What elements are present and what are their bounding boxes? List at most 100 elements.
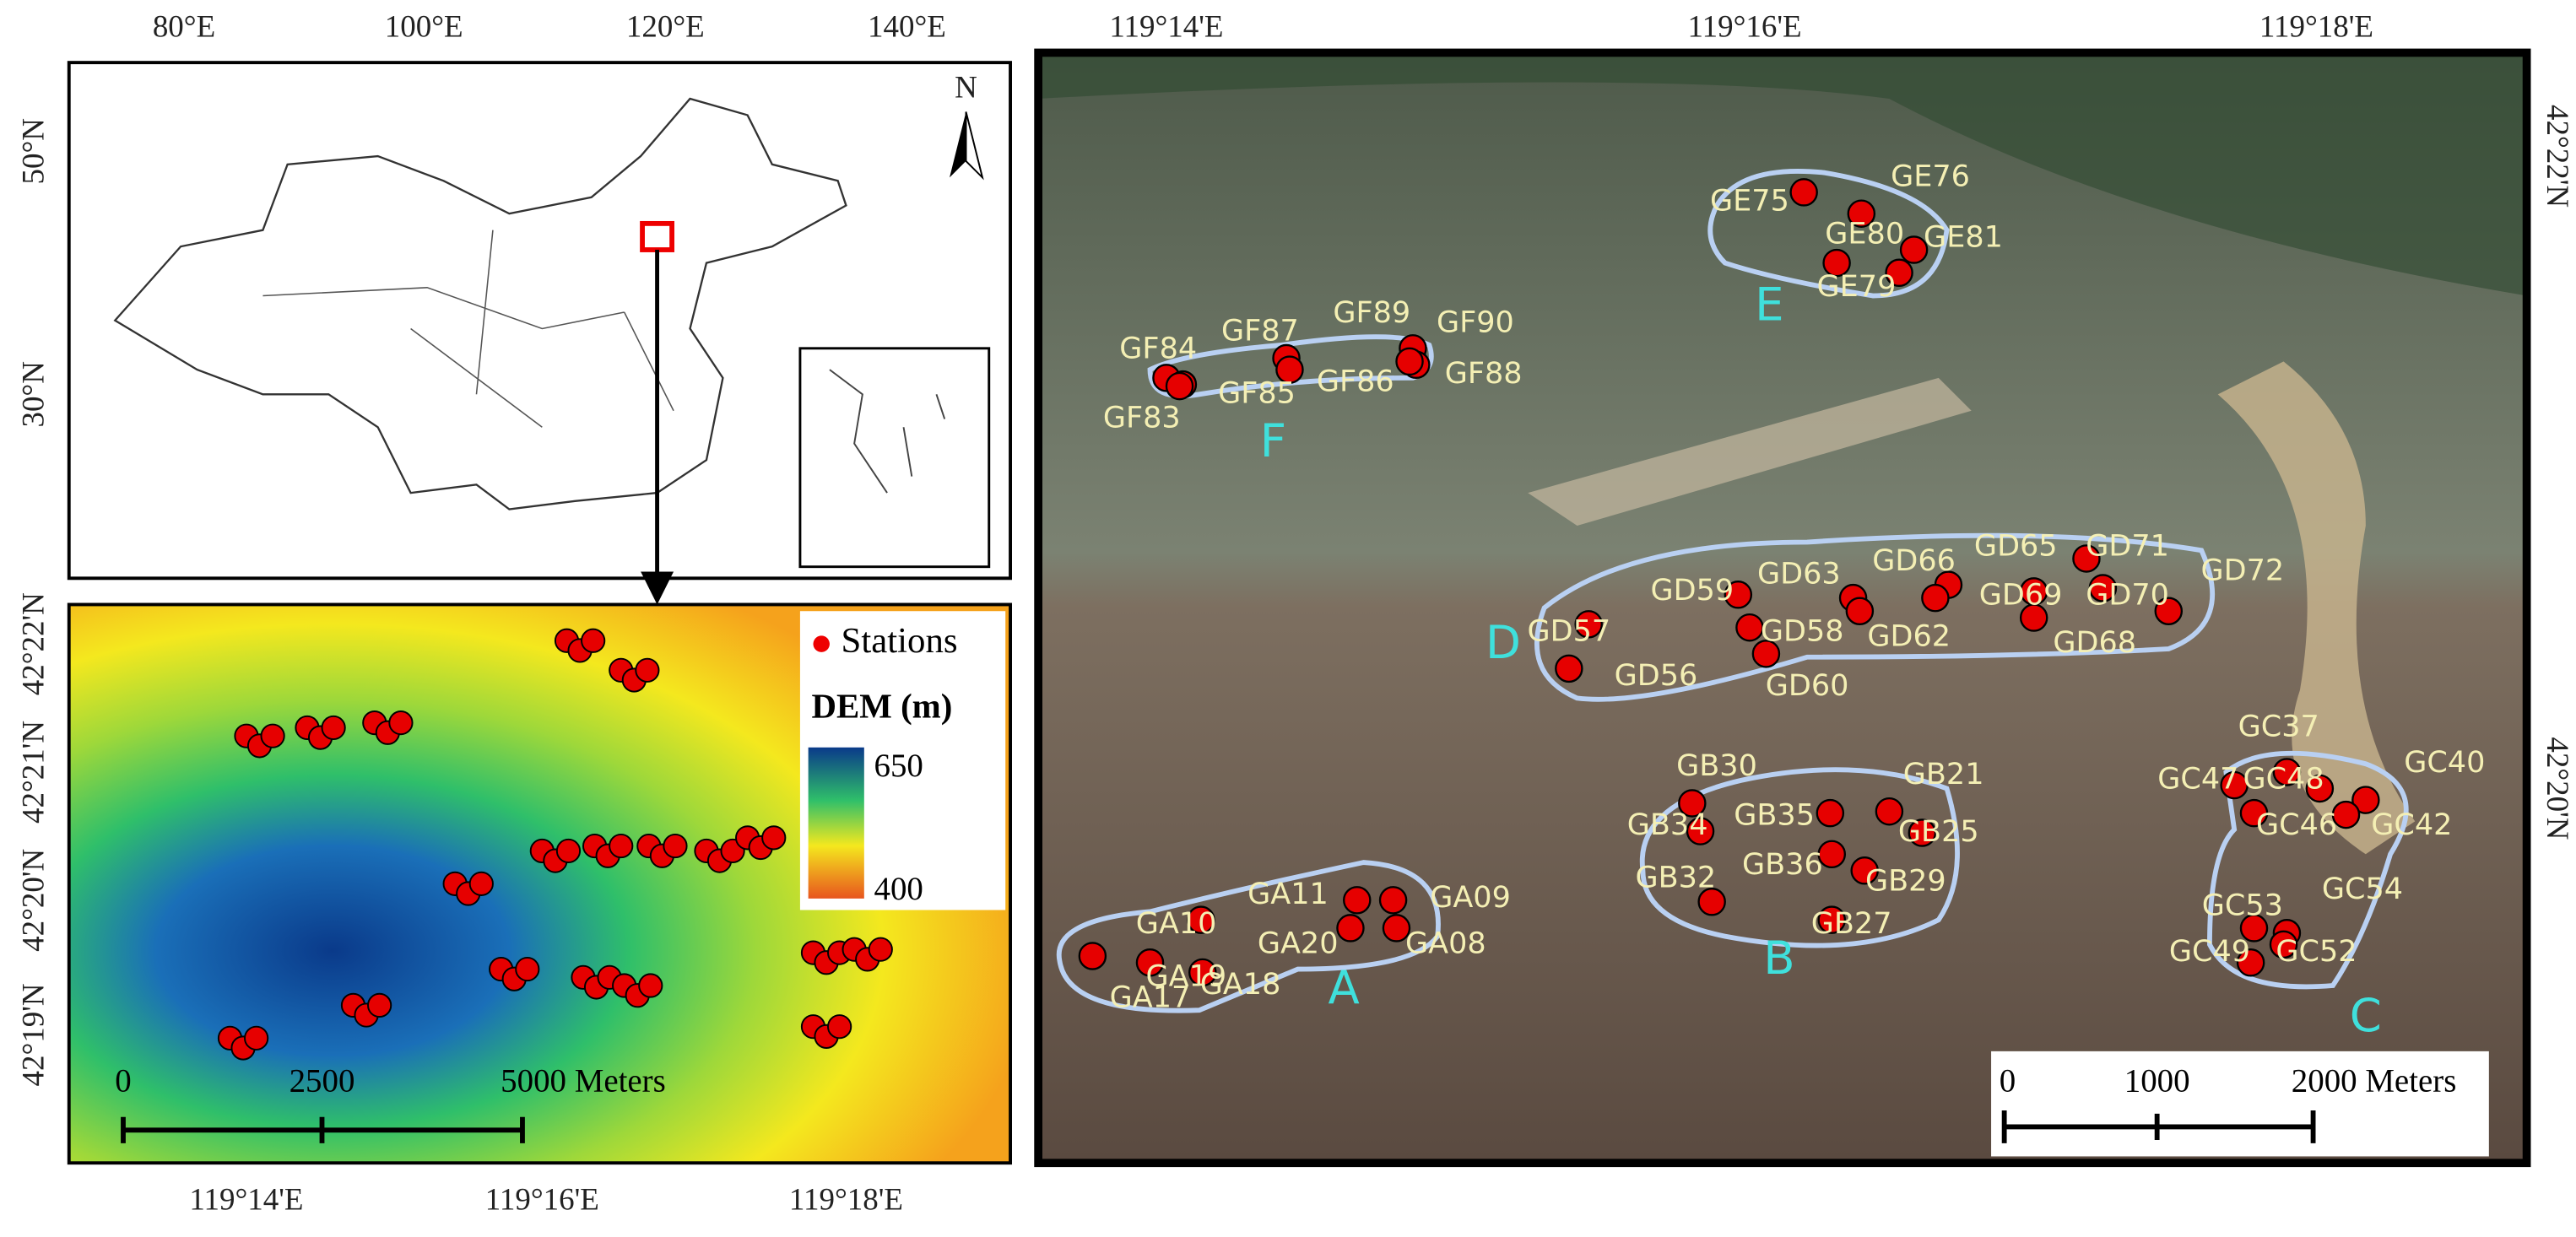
station-label: GD59 xyxy=(1650,573,1734,608)
station-label: GF87 xyxy=(1221,313,1299,348)
station-label: GC53 xyxy=(2202,889,2283,923)
lat-label: 42°20'N xyxy=(2541,737,2575,840)
lat-label: 42°21'N xyxy=(15,721,50,824)
lon-label: 80°E xyxy=(153,9,215,44)
scale-label: 5000 Meters xyxy=(501,1063,666,1099)
station-label: GC40 xyxy=(2404,745,2485,780)
station-label: GE81 xyxy=(1924,219,2003,254)
station-label: GA20 xyxy=(1258,926,1339,960)
station-dot xyxy=(1574,610,1603,639)
dump-slope xyxy=(1528,377,1972,527)
station-dot xyxy=(1885,258,1913,288)
station-label: GD60 xyxy=(1766,668,1849,703)
station-dot xyxy=(1751,640,1781,668)
station-dot xyxy=(1908,818,1937,847)
station-dot xyxy=(1187,905,1215,934)
station-dot xyxy=(1845,597,1875,625)
scale-label: 0 xyxy=(2000,1063,2016,1099)
station-dot xyxy=(1555,654,1583,683)
station-label: GD72 xyxy=(2201,554,2285,588)
station-dot xyxy=(2239,914,2269,943)
station-dot xyxy=(2239,798,2269,828)
station-label: GD62 xyxy=(1867,618,1951,653)
lon-label: 100°E xyxy=(385,9,463,44)
station-label: GE80 xyxy=(1825,217,1904,251)
dem-station-dot xyxy=(868,937,893,962)
satellite-frame xyxy=(1034,48,2531,1168)
dem-station-dot xyxy=(635,657,660,683)
lon-label: 119°16'E xyxy=(485,1181,599,1216)
zone-label: A xyxy=(1329,960,1360,1014)
station-label: GA08 xyxy=(1405,926,1486,960)
scale-box xyxy=(1991,1051,2489,1157)
station-label: GB30 xyxy=(1676,748,1757,783)
station-dot xyxy=(1735,613,1764,642)
station-dot xyxy=(2072,544,2101,573)
zone-label: D xyxy=(1486,615,1521,669)
station-label: GB25 xyxy=(1898,814,1979,849)
station-label: GF88 xyxy=(1445,356,1523,391)
legend-stations: Stations xyxy=(842,621,958,661)
scale-label: 2500 xyxy=(290,1063,355,1099)
dem-station-dot xyxy=(827,1014,852,1040)
station-label: GD65 xyxy=(1974,528,2058,563)
station-label: GE76 xyxy=(1891,159,1970,193)
china-outline xyxy=(113,97,847,510)
station-label: GF90 xyxy=(1437,305,1514,340)
province-lines xyxy=(262,230,674,428)
station-label: GD69 xyxy=(1979,578,2063,613)
station-label: GC48 xyxy=(2243,762,2324,797)
station-label: GE79 xyxy=(1817,269,1897,304)
station-label: GB27 xyxy=(1811,906,1892,941)
zone-outlines xyxy=(1056,169,2409,1013)
station-label: GB35 xyxy=(1734,798,1815,833)
station-label: GC42 xyxy=(2371,808,2452,842)
station-dot xyxy=(1697,888,1726,916)
legend-title: DEM (m) xyxy=(812,687,953,725)
farmland xyxy=(1038,52,2527,296)
station-dot xyxy=(1378,886,1408,915)
dem-station-dot xyxy=(260,723,285,748)
station-dot xyxy=(1822,248,1851,278)
station-label: GC49 xyxy=(2169,934,2250,969)
scale-bar xyxy=(2001,1110,2316,1143)
station-dot xyxy=(2088,574,2118,602)
colorbar xyxy=(808,747,864,899)
station-dot xyxy=(1817,840,1847,869)
stations: GA10 GA11 GA09 GA19 GA20 GA08 GA17 GA18 GB30 GB21… xyxy=(1078,159,2485,1015)
station-label: GF89 xyxy=(1333,295,1410,330)
dem-station-dot xyxy=(663,833,688,859)
station-dot xyxy=(2154,597,2184,625)
station-label: GD63 xyxy=(1757,556,1841,591)
station-dot xyxy=(1847,199,1876,228)
scale-label: 2000 Meters xyxy=(2292,1063,2457,1099)
station-label: GD57 xyxy=(1528,614,1611,649)
dem-stations xyxy=(217,628,893,1061)
lon-label: 119°18'E xyxy=(2259,9,2373,44)
station-dot xyxy=(1336,914,1365,943)
station-dot xyxy=(1724,581,1753,609)
dem-station-dot xyxy=(244,1025,269,1051)
zone-label: B xyxy=(1763,931,1794,985)
lat-label: 42°22'N xyxy=(15,592,50,695)
station-label: GA19 xyxy=(1145,959,1226,993)
station-dot xyxy=(1188,958,1217,987)
north-label: N xyxy=(955,70,977,105)
station-label: GA10 xyxy=(1136,906,1217,941)
station-dot xyxy=(2220,770,2249,800)
station-label: GC52 xyxy=(2276,934,2357,969)
station-dot xyxy=(2019,603,2048,632)
lon-label: 119°14'E xyxy=(1109,9,1223,44)
dem-station-dot xyxy=(388,710,414,736)
station-label: GA17 xyxy=(1110,980,1191,1015)
dem-station-dot xyxy=(367,992,392,1018)
station-label: GD56 xyxy=(1615,658,1698,693)
lat-label: 42°20'N xyxy=(15,849,50,952)
station-dot xyxy=(1789,178,1818,207)
lon-label: 119°16'E xyxy=(1688,9,1802,44)
station-label: GD71 xyxy=(2086,528,2169,563)
station-dot xyxy=(1395,347,1424,376)
station-label: GA09 xyxy=(1430,880,1511,915)
station-label: GD58 xyxy=(1761,614,1844,649)
